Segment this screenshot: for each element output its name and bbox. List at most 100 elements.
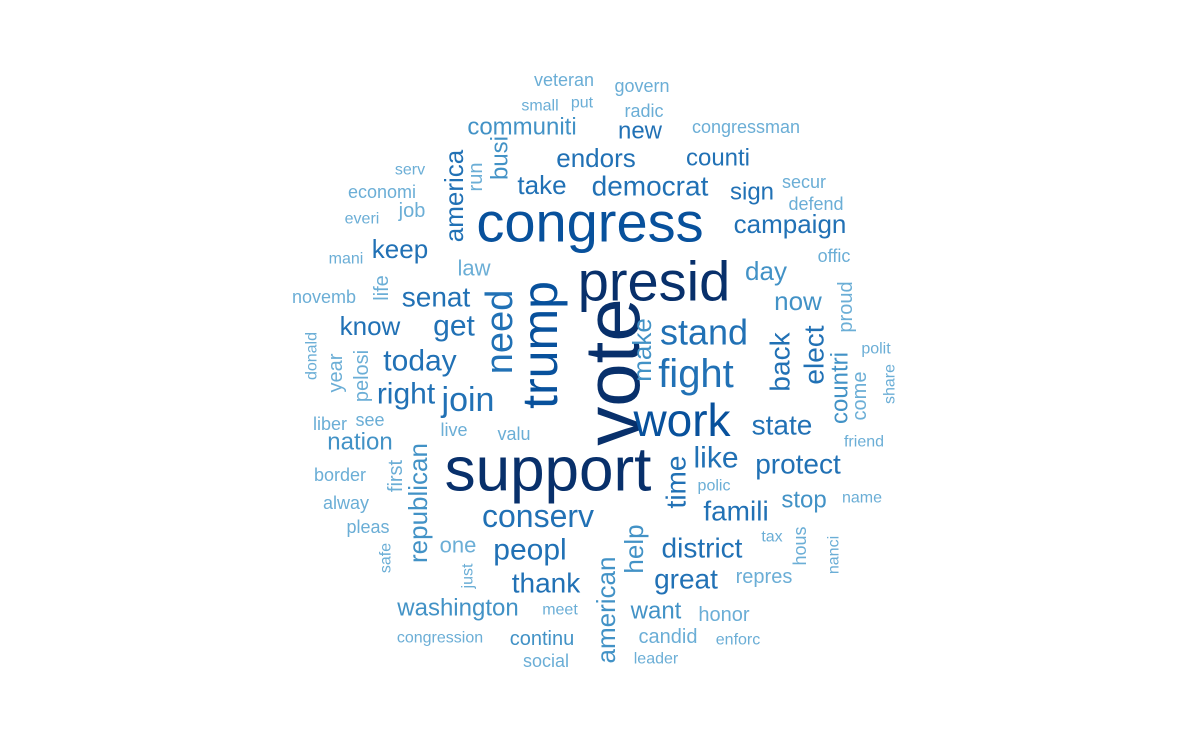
word-everi: everi bbox=[345, 211, 380, 228]
word-life: life bbox=[371, 275, 393, 301]
word-republican: republican bbox=[403, 443, 433, 563]
word-vote: vote bbox=[568, 298, 656, 445]
word-meet: meet bbox=[542, 602, 578, 619]
word-leader: leader bbox=[634, 651, 679, 668]
word-today: today bbox=[383, 345, 456, 378]
word-border: border bbox=[314, 465, 366, 485]
word-social: social bbox=[523, 651, 569, 671]
word-congress: congress bbox=[476, 191, 703, 254]
word-govern: govern bbox=[614, 76, 669, 96]
word-now: now bbox=[774, 286, 822, 316]
word-hous: hous bbox=[790, 526, 810, 565]
word-defend: defend bbox=[788, 194, 843, 214]
word-put: put bbox=[571, 95, 594, 112]
word-take: take bbox=[517, 170, 566, 200]
word-liber: liber bbox=[313, 414, 347, 434]
word-enforc: enforc bbox=[716, 632, 760, 649]
word-alway: alway bbox=[323, 493, 369, 513]
word-support: support bbox=[445, 436, 652, 505]
word-pelosi: pelosi bbox=[351, 350, 373, 402]
word-thank: thank bbox=[512, 568, 581, 599]
word-mani: mani bbox=[329, 251, 364, 268]
word-just: just bbox=[460, 563, 477, 589]
word-honor: honor bbox=[698, 604, 749, 626]
word-america: america bbox=[439, 149, 469, 242]
word-know: know bbox=[340, 311, 401, 341]
word-job: job bbox=[398, 200, 426, 222]
word-congression: congression bbox=[397, 630, 483, 647]
word-valu: valu bbox=[497, 424, 530, 444]
word-serv: serv bbox=[395, 162, 425, 179]
word-want: want bbox=[630, 598, 682, 625]
word-district: district bbox=[662, 533, 743, 564]
word-radic: radic bbox=[624, 101, 663, 121]
word-come: come bbox=[849, 372, 871, 421]
word-small: small bbox=[521, 98, 558, 115]
word-nation: nation bbox=[327, 429, 392, 456]
word-stop: stop bbox=[781, 487, 826, 514]
word-american: american bbox=[591, 557, 621, 664]
word-join: join bbox=[441, 381, 495, 419]
word-congressman: congressman bbox=[692, 117, 800, 137]
word-day: day bbox=[745, 256, 787, 286]
word-run: run bbox=[465, 163, 487, 192]
word-tax: tax bbox=[761, 529, 782, 546]
word-friend: friend bbox=[844, 434, 884, 451]
word-time: time bbox=[661, 456, 692, 509]
word-pleas: pleas bbox=[346, 517, 389, 537]
word-sign: sign bbox=[730, 179, 774, 206]
word-veteran: veteran bbox=[534, 70, 594, 90]
word-protect: protect bbox=[755, 449, 841, 480]
word-polic: polic bbox=[698, 478, 731, 495]
word-need: need bbox=[479, 290, 521, 375]
word-state: state bbox=[752, 410, 813, 441]
word-see: see bbox=[355, 410, 384, 430]
word-fight: fight bbox=[658, 352, 734, 396]
word-donald: donald bbox=[304, 332, 321, 380]
word-continu: continu bbox=[510, 628, 575, 650]
word-help: help bbox=[619, 524, 649, 573]
word-share: share bbox=[882, 364, 899, 404]
word-nanci: nanci bbox=[826, 536, 843, 574]
word-communiti: communiti bbox=[467, 114, 576, 141]
word-elect: elect bbox=[799, 325, 830, 384]
word-novemb: novemb bbox=[292, 287, 356, 307]
word-endors: endors bbox=[556, 143, 636, 173]
word-presid: presid bbox=[578, 250, 731, 313]
word-live: live bbox=[440, 420, 467, 440]
word-polit: polit bbox=[861, 341, 891, 358]
word-candid: candid bbox=[639, 626, 698, 648]
word-one: one bbox=[440, 533, 477, 558]
word-secur: secur bbox=[782, 172, 826, 192]
word-year: year bbox=[325, 353, 347, 392]
word-washington: washington bbox=[396, 595, 518, 622]
word-like: like bbox=[693, 442, 738, 475]
word-campaign: campaign bbox=[734, 209, 847, 239]
word-get: get bbox=[433, 310, 475, 343]
word-stand: stand bbox=[660, 312, 748, 353]
word-new: new bbox=[618, 118, 663, 145]
word-busi: busi bbox=[487, 136, 514, 180]
word-senat: senat bbox=[402, 282, 471, 313]
word-first: first bbox=[385, 459, 407, 492]
word-make: make bbox=[627, 318, 657, 382]
word-conserv: conserv bbox=[482, 498, 594, 534]
word-democrat: democrat bbox=[592, 171, 709, 202]
word-keep: keep bbox=[372, 234, 428, 264]
word-safe: safe bbox=[378, 543, 395, 573]
word-peopl: peopl bbox=[493, 534, 566, 567]
word-law: law bbox=[457, 256, 490, 281]
word-famili: famili bbox=[703, 496, 768, 527]
word-great: great bbox=[654, 564, 718, 595]
word-counti: counti bbox=[686, 145, 750, 172]
word-back: back bbox=[765, 331, 796, 391]
word-countri: countri bbox=[827, 352, 854, 424]
word-proud: proud bbox=[835, 281, 857, 332]
word-repres: repres bbox=[736, 566, 793, 588]
word-economi: economi bbox=[348, 182, 416, 202]
word-work: work bbox=[632, 394, 731, 446]
word-name: name bbox=[842, 490, 882, 507]
word-right: right bbox=[377, 378, 436, 411]
